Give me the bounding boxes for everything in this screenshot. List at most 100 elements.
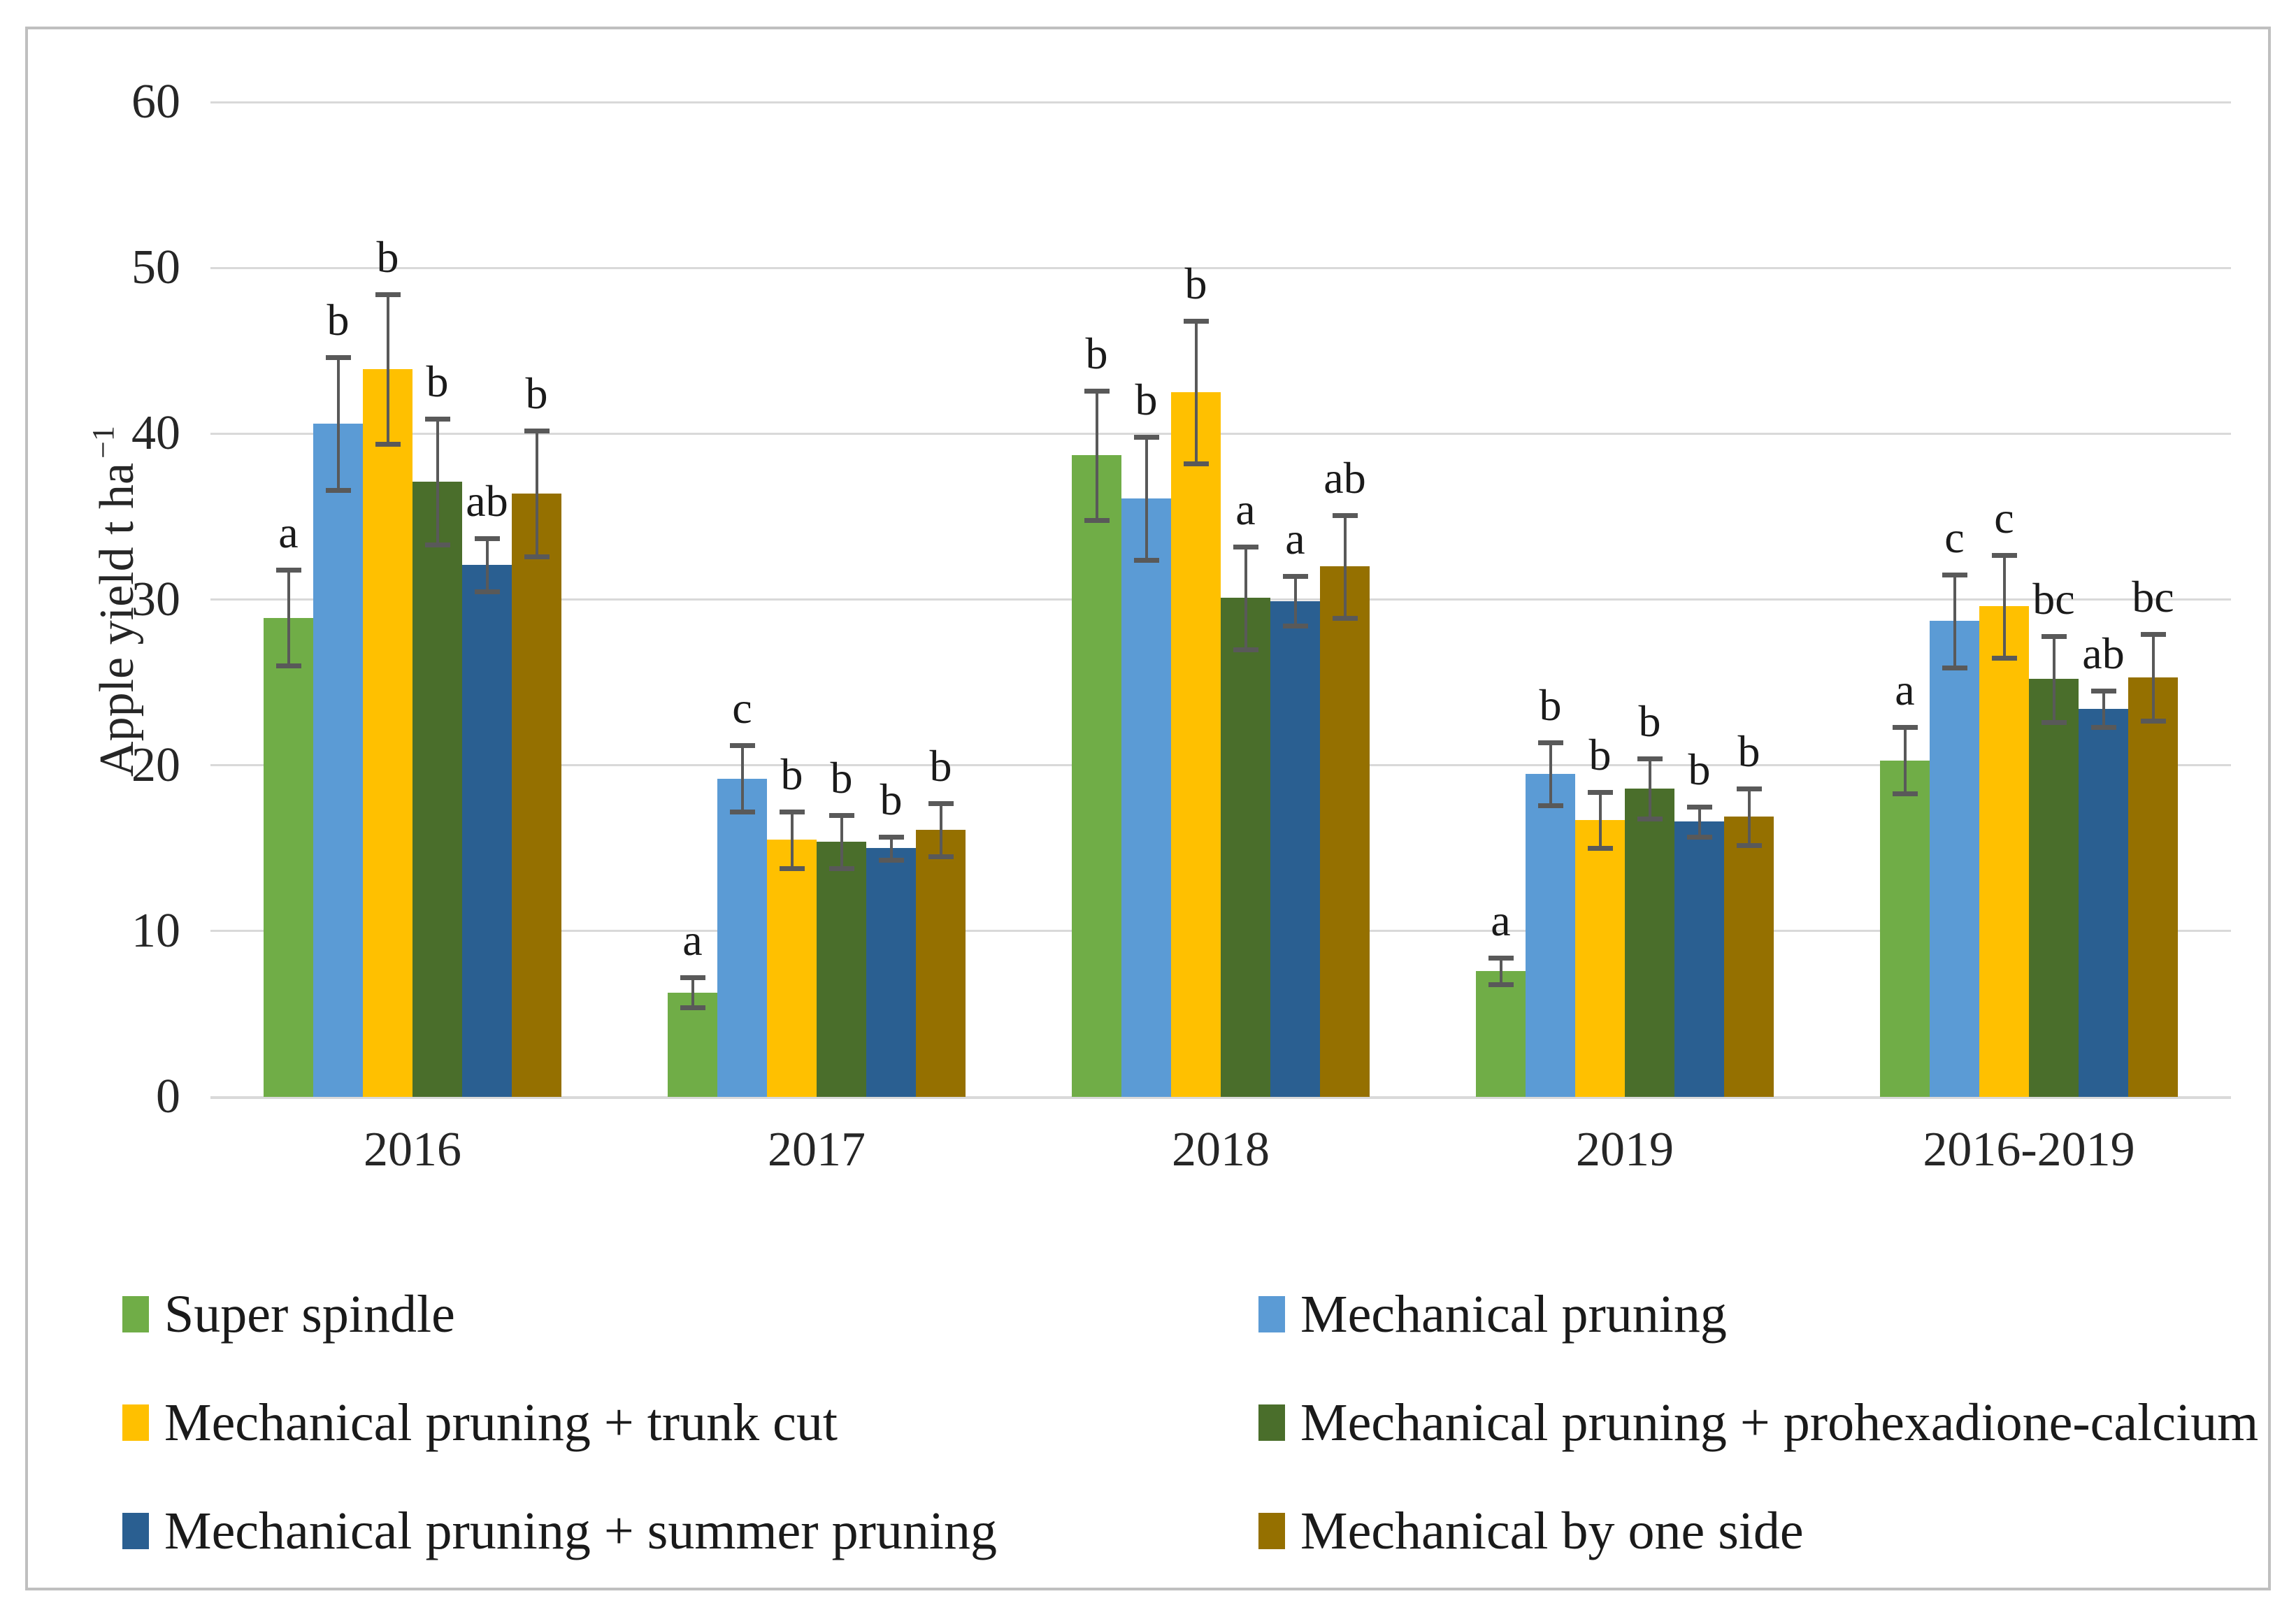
error-bar (1145, 437, 1148, 560)
error-bar-cap-bottom (2140, 718, 2166, 724)
gridline (210, 432, 2231, 435)
legend-swatch (1258, 1404, 1285, 1441)
bar (313, 424, 363, 1097)
error-bar-cap-top (1084, 388, 1110, 394)
error-bar (386, 294, 389, 444)
figure-border (25, 27, 2271, 1590)
error-bar-cap-top (325, 355, 351, 361)
plot-area: a b b b ab b a c b b b b b b b a a ab a b b b b b a c c bc ab bc (210, 101, 2231, 1099)
x-axis-line (210, 1095, 2231, 1099)
error-bar (1343, 515, 1347, 618)
error-bar-cap-top (878, 834, 904, 840)
error-bar-cap-bottom (1488, 982, 1514, 987)
error-bar (436, 419, 439, 545)
bar (1979, 606, 2029, 1097)
legend-swatch (1258, 1513, 1285, 1549)
error-bar-cap-top (1587, 789, 1613, 795)
gridline (210, 101, 2231, 103)
bar (1526, 773, 1575, 1097)
significance-letter: a (278, 507, 299, 557)
error-bar-cap-top (524, 428, 550, 433)
significance-letter: b (929, 741, 952, 791)
legend-label: Mechanical by one side (1300, 1502, 1804, 1560)
error-bar-cap-top (828, 812, 854, 818)
error-bar (790, 812, 794, 868)
significance-letter: a (682, 915, 703, 965)
significance-letter: ab (2082, 628, 2125, 678)
category-label: 2017 (768, 1123, 866, 1177)
bar (916, 830, 966, 1097)
bar (1880, 760, 1930, 1097)
error-bar-cap-top (729, 743, 755, 749)
bar (717, 778, 767, 1097)
legend-label: Mechanical pruning + prohexadione-calciu… (1300, 1393, 2259, 1452)
error-bar-cap-bottom (275, 663, 301, 669)
gridline (210, 266, 2231, 269)
bar (1171, 392, 1221, 1097)
significance-letter: b (1184, 259, 1207, 309)
error-bar-cap-top (1942, 572, 1967, 577)
significance-letter: b (830, 752, 853, 803)
error-bar-cap-top (1736, 786, 1762, 791)
significance-letter: b (1588, 729, 1612, 779)
bar (264, 617, 313, 1097)
error-bar (1903, 727, 1907, 793)
error-bar (1194, 321, 1198, 464)
legend-swatch (122, 1296, 149, 1332)
bar (2128, 677, 2178, 1097)
error-bar-cap-bottom (828, 865, 854, 871)
error-bar (1244, 546, 1247, 649)
error-bar (2052, 635, 2055, 722)
significance-letter: b (1135, 375, 1158, 425)
y-tick-label: 30 (131, 572, 180, 626)
error-bar (485, 538, 489, 591)
error-bar-cap-bottom (1736, 842, 1762, 848)
error-bar-cap-top (1892, 725, 1918, 731)
error-bar (740, 745, 744, 812)
error-bar (1698, 807, 1701, 837)
error-bar-cap-bottom (1183, 461, 1209, 466)
bar (1121, 498, 1171, 1097)
error-bar-cap-bottom (1892, 791, 1918, 796)
error-bar-cap-top (375, 292, 401, 298)
bar (1476, 970, 1526, 1097)
y-tick-label: 20 (131, 738, 180, 792)
error-bar-cap-top (1332, 512, 1358, 518)
error-bar (1293, 576, 1297, 626)
error-bar-cap-bottom (779, 865, 805, 871)
significance-letter: b (1085, 328, 1108, 378)
significance-letter: b (780, 749, 803, 800)
error-bar (287, 569, 290, 666)
bar (1320, 566, 1370, 1097)
error-bar (889, 836, 893, 860)
legend-label: Mechanical pruning + summer pruning (164, 1502, 998, 1560)
error-bar-cap-bottom (1686, 834, 1712, 840)
significance-letter: ab (1323, 452, 1366, 503)
error-bar-cap-bottom (680, 1005, 705, 1010)
y-tick-label: 10 (131, 903, 180, 958)
legend-label: Super spindle (164, 1285, 455, 1344)
error-bar-cap-bottom (2090, 725, 2116, 731)
error-bar (336, 357, 340, 490)
y-tick-label: 50 (131, 240, 180, 295)
category-label: 2016 (364, 1123, 461, 1177)
error-bar-cap-bottom (1084, 517, 1110, 523)
error-bar-cap-bottom (729, 810, 755, 815)
error-bar-cap-bottom (878, 857, 904, 863)
significance-letter: b (1688, 745, 1711, 794)
bar (1072, 455, 1121, 1097)
error-bar (2002, 554, 2006, 658)
error-bar-cap-top (424, 417, 450, 422)
bar (2029, 679, 2079, 1097)
error-bar-cap-bottom (424, 542, 450, 548)
error-bar (939, 803, 942, 857)
error-bar-cap-bottom (1587, 846, 1613, 851)
bar (866, 848, 916, 1098)
significance-letter: b (880, 774, 903, 824)
legend-swatch (1258, 1296, 1285, 1332)
error-bar (840, 814, 843, 868)
category-label: 2019 (1576, 1123, 1674, 1177)
significance-letter: b (1539, 680, 1562, 730)
bar (462, 564, 512, 1097)
error-bar-cap-bottom (524, 554, 550, 559)
